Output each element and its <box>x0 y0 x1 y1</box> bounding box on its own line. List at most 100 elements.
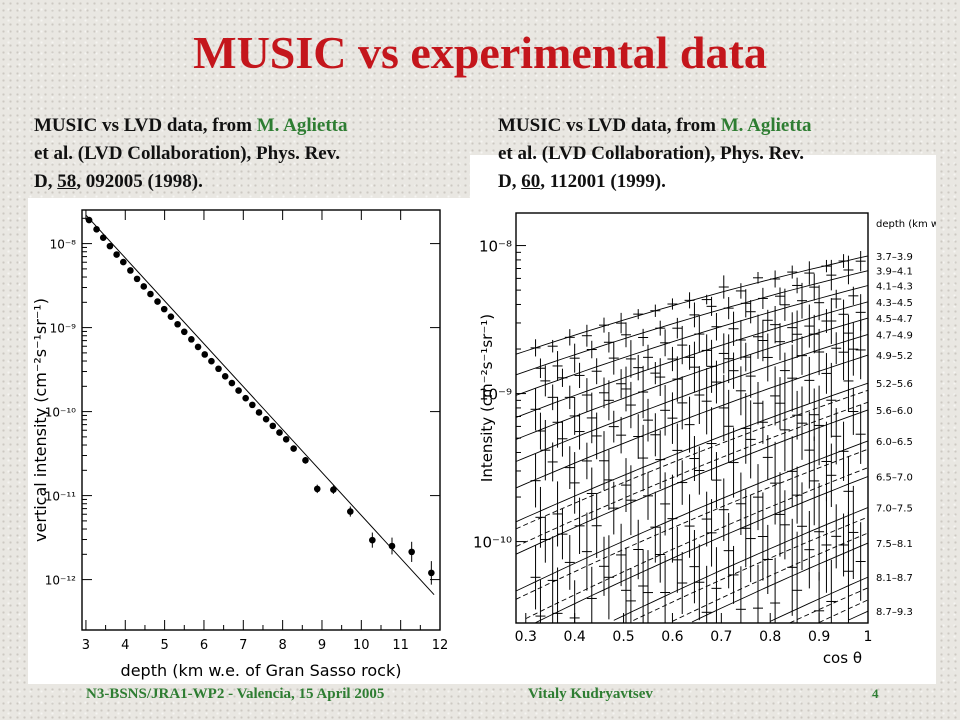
band-label: 5.2–5.6 <box>876 379 913 390</box>
band-label: 4.5–4.7 <box>876 314 913 325</box>
footer-author: Vitaly Kudryavtsev <box>528 686 653 702</box>
x-tick-label: 10 <box>353 638 370 653</box>
data-point <box>221 373 229 380</box>
data-point <box>249 401 256 409</box>
caption-left-volume: 58 <box>57 171 77 192</box>
x-tick-label: 3 <box>82 638 90 653</box>
x-tick-label: 9 <box>318 638 326 653</box>
data-point <box>85 216 93 224</box>
plot-frame <box>81 209 441 631</box>
y-axis-label: Intensity (cm⁻²s⁻¹sr⁻¹) <box>478 314 496 482</box>
caption-right-prefix: MUSIC vs LVD data, from <box>498 115 721 136</box>
data-point <box>282 436 290 443</box>
data-point <box>313 485 321 493</box>
x-tick-label: 5 <box>160 638 168 653</box>
x-tick-label: 12 <box>432 638 449 653</box>
model-curve-dashed <box>672 532 869 622</box>
data-point <box>330 486 337 494</box>
chart-panel-right: 0.3 0.4 0.5 0.6 0.7 0.8 0.9 1 10⁻⁸ 10⁻⁹ 10⁻¹⁰ cos θ… <box>470 155 955 684</box>
y-tick-label: 10⁻⁸ <box>50 238 77 252</box>
data-point <box>242 394 249 402</box>
x-tick-label: 0.5 <box>612 629 634 645</box>
model-curve-dashed <box>515 448 869 600</box>
caption-left-rest: , 092005 (1998). <box>76 171 203 192</box>
y-tick-label: 10⁻¹⁰ <box>45 406 76 420</box>
data-point <box>113 251 120 258</box>
caption-right-rest: , 112001 (1999). <box>540 171 666 192</box>
music-curve <box>848 610 869 621</box>
data-point <box>255 409 263 416</box>
model-curve-dashed <box>525 467 869 620</box>
x-tick-label: 0.6 <box>661 629 683 645</box>
music-curve <box>515 270 869 376</box>
y-tick-label: 10⁻⁸ <box>479 238 512 256</box>
caption-left-authors: M. Aglietta <box>256 115 348 136</box>
data-point <box>154 298 161 305</box>
data-point <box>174 320 181 328</box>
data-point <box>147 290 154 298</box>
data-point <box>235 387 242 394</box>
data-point <box>201 351 209 358</box>
data-point <box>215 365 222 373</box>
data-point <box>188 336 195 343</box>
band-label: 8.7–9.3 <box>876 607 913 618</box>
caption-left: MUSIC vs LVD data, from M. Aglietta et a… <box>34 112 454 196</box>
data-point <box>180 328 188 336</box>
plot-frame <box>515 212 869 624</box>
angular-intensity-chart: 0.3 0.4 0.5 0.6 0.7 0.8 0.9 1 10⁻⁸ 10⁻⁹ 10⁻¹⁰ cos θ… <box>473 212 955 667</box>
y-tick-label: 10⁻¹⁰ <box>473 534 512 552</box>
data-point <box>120 258 127 266</box>
y-tick-label: 10⁻¹¹ <box>45 490 76 504</box>
legend-title: depth (km w.e.) <box>876 219 936 230</box>
music-prediction-line <box>85 214 435 596</box>
footer-event: N3-BSNS/JRA1-WP2 - Valencia, 15 April 20… <box>86 686 385 702</box>
music-curve <box>515 255 869 355</box>
caption-right-authors: M. Aglietta <box>720 115 812 136</box>
band-label: 4.1–4.3 <box>876 282 913 293</box>
caption-right-volume: 60 <box>521 171 541 192</box>
x-tick-label: 1 <box>864 629 873 645</box>
x-tick-label: 11 <box>392 638 409 653</box>
model-curve-dashed <box>515 401 869 547</box>
band-label: 4.7–4.9 <box>876 330 913 341</box>
data-point <box>167 313 175 320</box>
x-tick-label: 0.7 <box>710 629 732 645</box>
music-curve <box>613 507 869 621</box>
x-tick-label: 0.3 <box>515 629 537 645</box>
data-point <box>408 548 415 556</box>
music-curve <box>515 382 869 523</box>
y-tick-label: 10⁻¹² <box>45 574 76 588</box>
data-point <box>208 357 215 365</box>
band-label: 3.9–4.1 <box>876 267 913 278</box>
data-point <box>106 242 114 250</box>
data-point <box>369 536 376 544</box>
music-curve <box>515 301 869 418</box>
caption-right: MUSIC vs LVD data, from M. Aglietta et a… <box>498 112 918 196</box>
band-label: 6.5–7.0 <box>876 472 913 483</box>
x-tick-label: 6 <box>200 638 208 653</box>
data-point <box>428 569 435 577</box>
slide-title: MUSIC vs experimental data <box>193 27 767 78</box>
y-axis-label: vertical intensity (cm⁻²s⁻¹sr⁻¹) <box>31 298 50 542</box>
depth-intensity-chart: 3 4 5 6 7 8 9 10 11 12 10⁻⁸ 10⁻⁹ 10⁻¹⁰ 10⁻¹¹ 10⁻¹² dept… <box>31 209 449 680</box>
x-axis-label: depth (km w.e. of Gran Sasso rock) <box>121 661 402 680</box>
music-curve <box>515 409 869 555</box>
caption-left-journal: D, <box>34 171 58 192</box>
band-label: 8.1–8.7 <box>876 573 913 584</box>
model-curve-dashed <box>818 599 869 623</box>
x-tick-label: 0.8 <box>759 629 781 645</box>
data-point <box>140 283 148 290</box>
model-curve-dashed <box>789 587 869 624</box>
data-point <box>302 457 309 464</box>
data-point <box>276 429 283 436</box>
data-point <box>228 379 236 387</box>
x-tick-label: 0.4 <box>564 629 586 645</box>
caption-right-collab: et al. (LVD Collaboration), Phys. Rev. <box>498 143 804 164</box>
y-tick-label: 10⁻⁹ <box>479 386 512 404</box>
data-point <box>388 542 396 550</box>
page-number: 4 <box>872 686 879 701</box>
band-label: 5.6–6.0 <box>876 406 913 417</box>
model-curve-dashed <box>515 389 869 530</box>
data-point <box>133 275 141 283</box>
x-tick-label: 0.9 <box>808 629 830 645</box>
